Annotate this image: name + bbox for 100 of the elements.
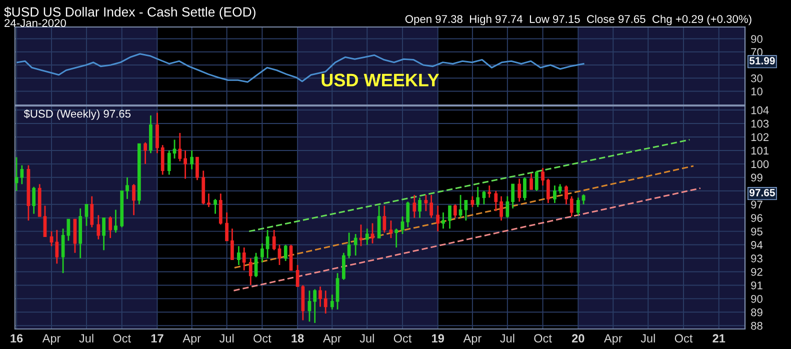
x-tick-label: 21 <box>712 334 726 342</box>
annotation: USD WEEKLY <box>322 74 440 86</box>
candlestick <box>511 183 515 210</box>
candlestick <box>570 196 574 218</box>
candlestick <box>342 252 346 281</box>
y-tick-label: 99 <box>751 174 762 182</box>
candlestick <box>442 212 445 230</box>
candlestick <box>96 214 100 240</box>
x-tick-label: 17 <box>151 334 164 342</box>
candlestick <box>482 190 486 206</box>
candlestick <box>506 196 510 219</box>
candlestick <box>43 205 47 238</box>
x-tick-label: Apr <box>463 334 482 345</box>
candlestick <box>412 194 416 219</box>
candlestick <box>494 190 498 212</box>
y-tick-label: 89 <box>751 308 762 316</box>
candlestick <box>114 209 118 234</box>
annotation: $USD (Weekly) 97.65 <box>24 109 131 120</box>
y-tick-label: 90 <box>751 35 762 43</box>
candlestick <box>458 194 462 219</box>
candlestick <box>108 216 112 239</box>
candlestick <box>126 176 129 200</box>
candlestick <box>546 178 550 204</box>
candlestick <box>377 205 381 239</box>
candlestick <box>400 216 404 235</box>
candlestick <box>488 184 492 198</box>
candlestick <box>55 229 59 264</box>
x-tick-label: 16 <box>10 334 23 343</box>
candlestick <box>330 294 334 310</box>
candlestick <box>190 150 194 170</box>
candlestick <box>500 196 503 222</box>
candlestick <box>394 228 398 248</box>
x-tick-label: Jul <box>640 334 655 343</box>
candlestick <box>534 171 538 192</box>
candlestick <box>90 196 94 228</box>
candlestick <box>518 178 522 202</box>
candlestick <box>406 200 410 228</box>
candlestick <box>144 142 148 165</box>
candlestick <box>160 144 164 176</box>
x-tick-label: Jul <box>500 334 514 343</box>
y-tick-label: 92 <box>751 268 762 276</box>
candlestick <box>430 194 434 219</box>
candlestick <box>313 288 317 324</box>
candlestick <box>296 264 300 288</box>
candlestick <box>102 217 106 251</box>
candlestick <box>207 192 210 208</box>
candlestick <box>156 112 159 154</box>
candlestick <box>418 196 422 219</box>
candlestick <box>15 156 18 192</box>
candlestick <box>436 205 440 232</box>
chart-subtitle: 24-Jan-2020 <box>4 19 66 27</box>
y-tick-label: 100 <box>751 160 769 168</box>
candlestick <box>424 194 428 212</box>
candlestick <box>365 228 369 246</box>
text: 97.65 <box>750 188 775 196</box>
candlestick <box>266 229 270 259</box>
y-tick-label: 104 <box>751 106 769 114</box>
y-tick-label: 10 <box>751 88 762 96</box>
candlestick <box>196 156 199 181</box>
y-tick-label: 30 <box>750 74 762 82</box>
candlestick <box>523 176 526 202</box>
x-tick-label: Apr <box>182 334 201 345</box>
x-tick-label: Apr <box>322 334 342 345</box>
candlestick <box>564 184 568 206</box>
candlestick <box>132 183 136 216</box>
candlestick <box>284 244 288 262</box>
y-tick-label: 94 <box>751 241 763 249</box>
text: 51.99 <box>749 57 775 64</box>
candlestick <box>84 204 88 227</box>
candlestick <box>576 196 580 216</box>
candlestick <box>476 186 480 208</box>
candlestick <box>225 212 229 242</box>
x-tick-label: 18 <box>292 334 304 343</box>
candlestick <box>50 230 54 247</box>
y-tick-label: 88 <box>751 322 762 330</box>
candlestick <box>448 205 452 230</box>
candlestick <box>248 258 252 286</box>
candlestick <box>237 245 240 266</box>
candlestick <box>214 198 217 214</box>
candlestick <box>61 228 65 274</box>
candlestick <box>558 183 562 194</box>
x-tick-label: Jul <box>219 334 234 343</box>
y-tick-label: 96 <box>751 214 762 222</box>
candlestick <box>178 132 182 162</box>
candlestick <box>553 184 556 204</box>
candlestick <box>218 192 222 226</box>
y-tick-label: 90 <box>751 294 762 303</box>
y-tick-label: 95 <box>751 228 762 236</box>
x-tick-label: Jul <box>79 334 94 343</box>
candlestick <box>230 228 234 260</box>
x-tick-label: Oct <box>674 334 693 343</box>
y-tick-label: 102 <box>751 133 769 142</box>
candlestick <box>184 150 187 180</box>
candlestick <box>32 186 36 214</box>
y-tick-label: 103 <box>751 120 769 128</box>
candlestick <box>272 229 276 251</box>
x-tick-label: Oct <box>394 334 412 343</box>
candlestick <box>347 232 351 259</box>
y-tick-label: 97 <box>751 200 762 208</box>
candlestick <box>354 233 358 256</box>
